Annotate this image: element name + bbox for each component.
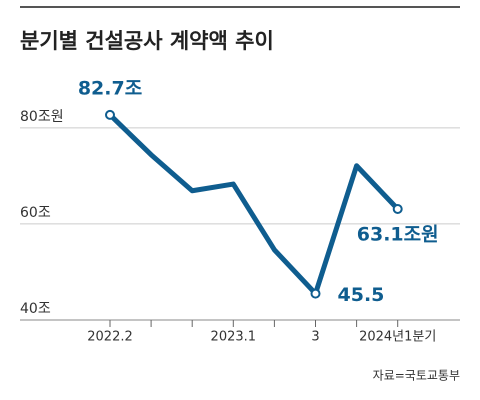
value-label: 82.7조 (78, 77, 142, 99)
x-tick-label: 2023.1 (211, 330, 257, 345)
chart-title: 분기별 건설공사 계약액 추이 (20, 29, 274, 53)
y-tick-label: 60조 (20, 205, 51, 221)
x-tick-label: 2024년1분기 (359, 330, 436, 345)
point-marker (310, 288, 321, 299)
x-tick-label: 3 (311, 330, 319, 345)
y-tick-label: 80조원 (20, 109, 64, 125)
value-label: 45.5 (338, 284, 385, 306)
x-tick-label: 2022.2 (87, 330, 133, 345)
series-line (107, 112, 401, 297)
source: 자료=국토교통부 (373, 369, 460, 383)
y-tick-label: 40조 (20, 301, 51, 317)
top-rule (20, 6, 460, 8)
point-marker (392, 204, 403, 215)
point-marker (105, 109, 115, 120)
value-label: 63.1조원 (357, 224, 439, 246)
